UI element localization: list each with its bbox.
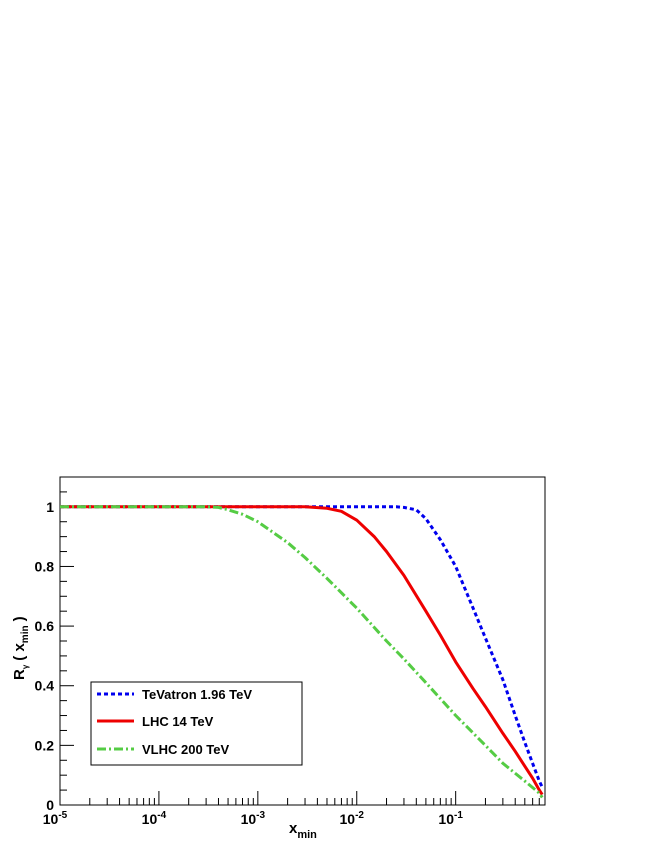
- x-tick-exponent: -3: [256, 810, 265, 821]
- x-tick-label: 10-3: [241, 810, 266, 827]
- x-tick-label: 10-2: [340, 810, 365, 827]
- y-tick-label: 1: [46, 499, 54, 515]
- x-tick-base: 10: [43, 811, 59, 827]
- axis-ticks: [59, 476, 546, 806]
- legend-box: [90, 681, 303, 766]
- legend-label-1: TeVatron 1.96 TeV: [142, 687, 252, 702]
- legend-label-2: LHC 14 TeV: [142, 714, 214, 729]
- y-tick-label: 0.8: [35, 558, 55, 574]
- y-tick-label: 0.4: [35, 678, 55, 694]
- legend-items: TeVatron 1.96 TeV LHC 14 TeV VLHC 200 TeV: [97, 687, 252, 757]
- x-tick-label: 10-5: [43, 810, 68, 827]
- y-tick-label: 0.2: [35, 737, 55, 753]
- x-axis-title: xmin: [289, 820, 317, 841]
- y-axis-title-arg-sub: min: [20, 625, 31, 643]
- series-line-2: [60, 505, 544, 796]
- y-axis-title: Rγ ( xmin): [11, 616, 31, 680]
- x-axis-title-main: x: [289, 820, 298, 837]
- series-layer: [60, 505, 544, 799]
- y-axis-title-paren-open: ( x: [11, 643, 28, 661]
- y-axis-title-sub: γ: [21, 664, 30, 669]
- x-tick-base: 10: [241, 811, 257, 827]
- y-tick-label: 0.6: [35, 618, 55, 634]
- x-tick-label: 10-4: [142, 810, 167, 827]
- series-line-1: [60, 505, 544, 788]
- x-tick-exponent: -1: [454, 810, 463, 821]
- x-tick-base: 10: [142, 811, 158, 827]
- x-axis-title-sub: min: [297, 829, 317, 841]
- x-tick-exponent: -4: [157, 810, 166, 821]
- legend-label-3: VLHC 200 TeV: [142, 742, 230, 757]
- y-tick-label: 0: [46, 797, 54, 813]
- x-tick-base: 10: [340, 811, 356, 827]
- x-tick-base: 10: [438, 811, 454, 827]
- y-axis-title-main: R: [11, 669, 28, 680]
- series-line-3: [60, 505, 544, 799]
- legend: TeVatron 1.96 TeV LHC 14 TeV VLHC 200 TeV: [90, 681, 303, 766]
- x-tick-exponent: -2: [355, 810, 364, 821]
- x-tick-label: 10-1: [438, 810, 463, 827]
- x-tick-exponent: -5: [58, 810, 67, 821]
- y-axis-title-paren-close: ): [11, 616, 28, 621]
